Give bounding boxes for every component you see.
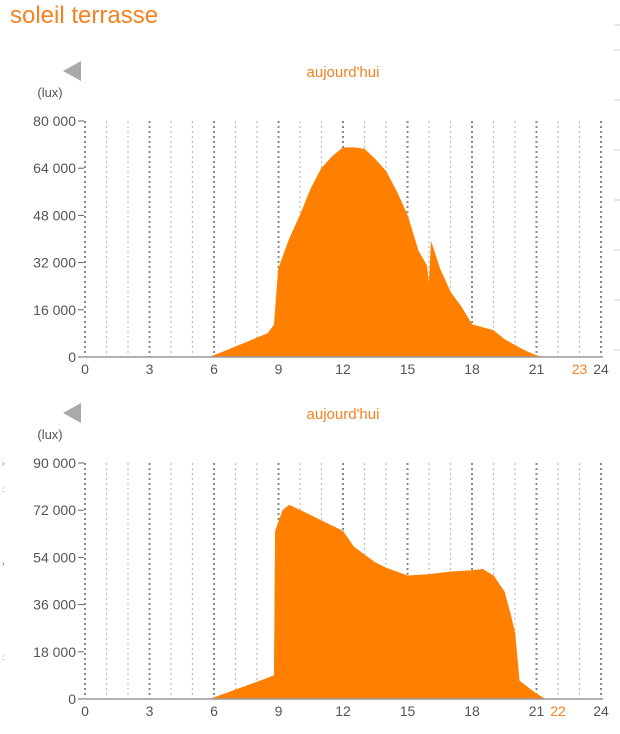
x-tick-label: 21 — [529, 361, 545, 377]
y-tick-label: 72 000 — [33, 502, 76, 518]
y-tick-label: 64 000 — [33, 160, 76, 176]
x-tick-label: 6 — [210, 703, 218, 719]
x-tick-label: 15 — [400, 361, 416, 377]
light-chart-2: aujourd'hui (lux) 0 18 000 36 000 54 000 72 00… — [33, 403, 609, 719]
y-tick-label: 80 000 — [33, 113, 76, 129]
y-axis-label: (lux) — [37, 85, 62, 100]
svg-text::: : — [2, 653, 4, 662]
x-tick-label: 0 — [81, 361, 89, 377]
current-hour-label: 23 — [572, 361, 588, 377]
y-axis-label: (lux) — [37, 427, 62, 442]
prev-day-arrow-icon[interactable] — [63, 403, 81, 423]
x-tick-label: 6 — [210, 361, 218, 377]
current-hour-label: 22 — [550, 703, 566, 719]
y-tick-label: 16 000 — [33, 302, 76, 318]
y-tick-label: 90 000 — [33, 455, 76, 471]
x-tick-label: 3 — [146, 703, 154, 719]
y-tick-label: 54 000 — [33, 549, 76, 565]
x-tick-label: 18 — [464, 361, 480, 377]
prev-day-arrow-icon[interactable] — [63, 61, 81, 81]
svg-text:›: › — [2, 559, 5, 568]
scroll-edge-marks — [614, 24, 620, 351]
x-tick-label: 3 — [146, 361, 154, 377]
y-tick-label: 32 000 — [33, 255, 76, 271]
y-tick-label: 36 000 — [33, 597, 76, 613]
x-tick-label: 18 — [464, 703, 480, 719]
x-tick-label: 12 — [335, 703, 351, 719]
svg-text::: : — [2, 485, 4, 494]
page-title: soleil terrasse — [10, 2, 159, 29]
x-tick-label: 24 — [593, 361, 609, 377]
x-tick-label: 21 — [529, 703, 545, 719]
x-tick-label: 9 — [275, 703, 283, 719]
lux-area — [85, 147, 601, 358]
svg-text:›: › — [2, 459, 5, 468]
y-tick-label: 0 — [68, 349, 76, 365]
x-tick-label: 15 — [400, 703, 416, 719]
x-tick-label: 12 — [335, 361, 351, 377]
x-tick-label: 0 — [81, 703, 89, 719]
chart-title: aujourd'hui — [307, 406, 380, 423]
x-tick-label: 9 — [275, 361, 283, 377]
y-tick-label: 48 000 — [33, 207, 76, 223]
x-tick-label: 24 — [593, 703, 609, 719]
y-tick-label: 0 — [68, 691, 76, 707]
chart-title: aujourd'hui — [307, 64, 380, 81]
light-chart-1: aujourd'hui (lux) 0 16 000 32 000 48 000 64 00… — [33, 61, 609, 377]
y-tick-label: 18 000 — [33, 644, 76, 660]
lux-area — [85, 504, 601, 700]
left-edge-marks: › : › : — [2, 459, 5, 662]
chart-panel-1: aujourd'hui (lux) 0 16 000 32 000 48 000 64 00… — [0, 55, 620, 380]
chart-panel-2: aujourd'hui (lux) 0 18 000 36 000 54 000 72 00… — [0, 397, 620, 727]
